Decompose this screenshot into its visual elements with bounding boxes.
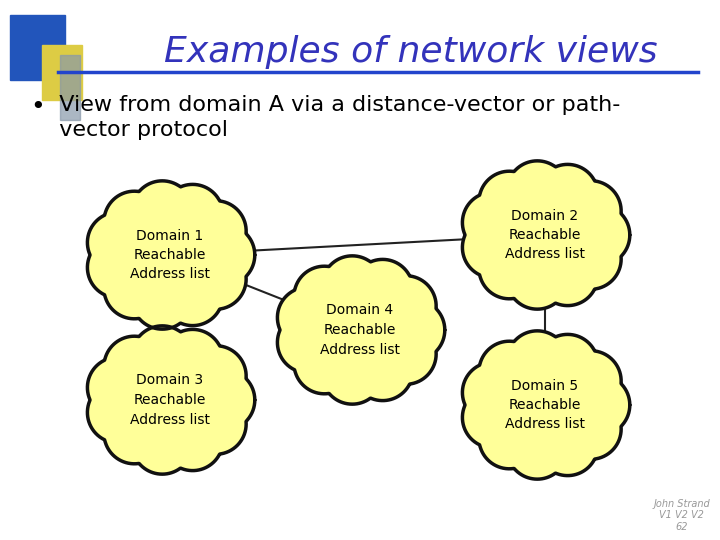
Circle shape — [162, 265, 223, 326]
Polygon shape — [87, 181, 255, 329]
Text: Domain 5
Reachable
Address list: Domain 5 Reachable Address list — [505, 379, 585, 431]
Circle shape — [132, 268, 193, 329]
Circle shape — [185, 201, 246, 261]
Circle shape — [87, 212, 148, 273]
Circle shape — [294, 333, 355, 394]
Ellipse shape — [114, 354, 226, 446]
Ellipse shape — [489, 190, 601, 280]
Circle shape — [104, 258, 165, 319]
Bar — [60, 55, 80, 120]
Bar — [42, 45, 82, 100]
Circle shape — [462, 362, 523, 423]
Circle shape — [104, 336, 165, 397]
Circle shape — [537, 415, 598, 476]
Circle shape — [569, 205, 630, 265]
Text: Examples of network views: Examples of network views — [163, 35, 657, 69]
Circle shape — [537, 164, 598, 225]
Circle shape — [507, 418, 567, 479]
Polygon shape — [462, 331, 630, 479]
Text: vector protocol: vector protocol — [45, 120, 228, 140]
Text: Domain 2
Reachable
Address list: Domain 2 Reachable Address list — [505, 208, 585, 261]
Circle shape — [352, 340, 413, 401]
Circle shape — [277, 287, 338, 348]
Circle shape — [194, 225, 255, 286]
Circle shape — [162, 184, 223, 245]
Circle shape — [560, 350, 621, 411]
Circle shape — [87, 237, 148, 298]
Ellipse shape — [489, 360, 601, 450]
Polygon shape — [462, 161, 630, 309]
Ellipse shape — [114, 210, 226, 300]
Circle shape — [277, 312, 338, 373]
Circle shape — [462, 192, 523, 253]
Circle shape — [87, 382, 148, 443]
Circle shape — [560, 399, 621, 460]
Circle shape — [507, 331, 567, 392]
Circle shape — [537, 334, 598, 395]
Circle shape — [560, 228, 621, 289]
Circle shape — [185, 394, 246, 454]
Circle shape — [560, 181, 621, 241]
Polygon shape — [277, 256, 445, 404]
Ellipse shape — [304, 285, 416, 375]
Circle shape — [132, 181, 193, 241]
Circle shape — [185, 346, 246, 407]
Circle shape — [462, 387, 523, 448]
Circle shape — [375, 276, 436, 336]
Text: Domain 4
Reachable
Address list: Domain 4 Reachable Address list — [320, 303, 400, 356]
Circle shape — [479, 171, 540, 232]
Circle shape — [104, 403, 165, 464]
Circle shape — [322, 256, 382, 316]
Circle shape — [479, 238, 540, 299]
Polygon shape — [87, 326, 255, 474]
Circle shape — [479, 408, 540, 469]
Circle shape — [322, 343, 382, 404]
Circle shape — [104, 191, 165, 252]
Circle shape — [375, 323, 436, 384]
Circle shape — [162, 329, 223, 390]
Circle shape — [132, 413, 193, 474]
Circle shape — [87, 357, 148, 418]
Bar — [10, 15, 65, 80]
Circle shape — [132, 326, 193, 387]
Circle shape — [185, 248, 246, 309]
Circle shape — [507, 161, 567, 221]
Text: John Strand
V1 V2 V2
62: John Strand V1 V2 V2 62 — [653, 499, 710, 532]
Circle shape — [384, 300, 445, 360]
Text: •: • — [30, 95, 45, 119]
Circle shape — [569, 375, 630, 435]
Text: View from domain A via a distance-vector or path-: View from domain A via a distance-vector… — [45, 95, 621, 115]
Circle shape — [462, 217, 523, 278]
Circle shape — [162, 410, 223, 470]
Text: Domain 3
Reachable
Address list: Domain 3 Reachable Address list — [130, 374, 210, 427]
Circle shape — [507, 248, 567, 309]
Circle shape — [194, 369, 255, 430]
Circle shape — [294, 266, 355, 327]
Circle shape — [352, 259, 413, 320]
Circle shape — [537, 245, 598, 306]
Circle shape — [479, 341, 540, 402]
Text: Domain 1
Reachable
Address list: Domain 1 Reachable Address list — [130, 228, 210, 281]
